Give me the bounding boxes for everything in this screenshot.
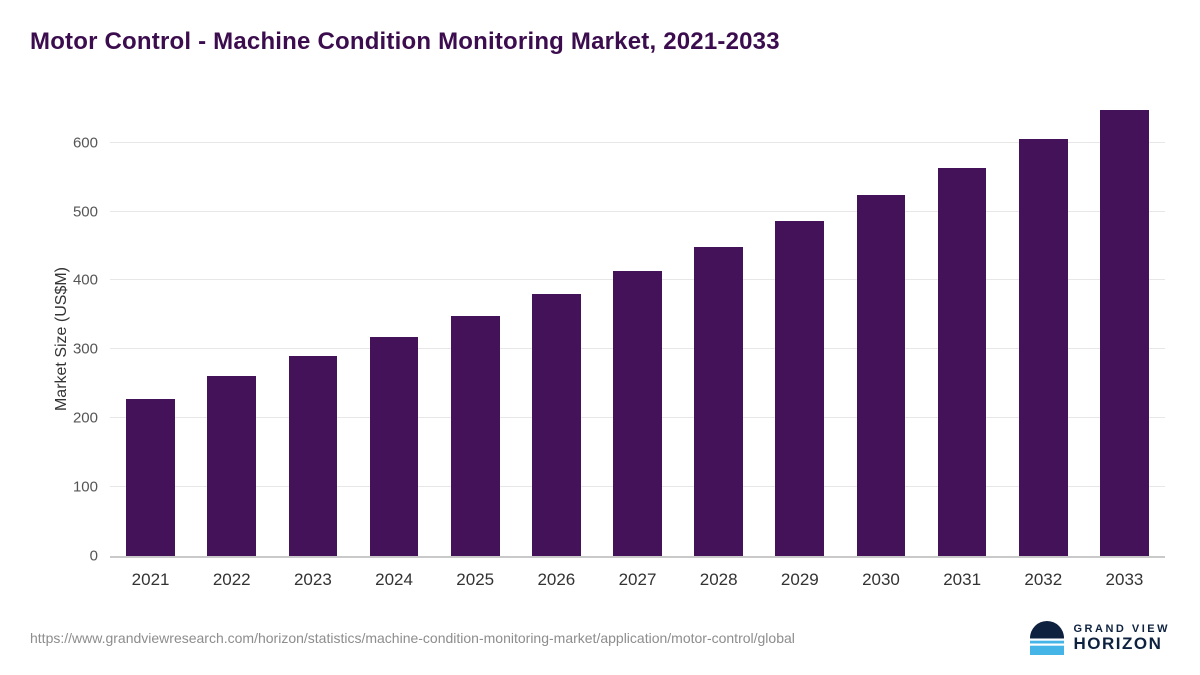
bar-2027 xyxy=(613,270,662,556)
x-tick-label: 2023 xyxy=(293,570,332,589)
plot-area: 0 100 200 300 400 500 600 xyxy=(73,100,1165,565)
horizon-logo-icon xyxy=(1029,621,1064,655)
y-tick-label: 300 xyxy=(72,340,98,358)
bar-slot xyxy=(353,100,434,556)
bar-2032 xyxy=(1018,139,1068,556)
bar-slot xyxy=(1084,100,1165,556)
bar-slot xyxy=(435,100,516,556)
y-tick-label: 0 xyxy=(89,547,98,565)
bar-2033 xyxy=(1100,109,1149,556)
y-tick-label: 600 xyxy=(72,134,98,152)
brand-logo: GRAND VIEW HORIZON xyxy=(1029,621,1171,655)
x-tick-label: 2030 xyxy=(862,570,900,589)
bar-2024 xyxy=(369,336,419,556)
bar-2028 xyxy=(694,246,744,556)
x-tick-label: 2032 xyxy=(1024,570,1063,589)
gridline xyxy=(110,210,1165,212)
brand-name-top: GRAND VIEW xyxy=(1073,622,1170,635)
bar-slot xyxy=(922,100,1003,556)
bar-slot xyxy=(272,100,353,556)
x-tick-label: 2026 xyxy=(537,570,576,589)
bar-2030 xyxy=(856,195,906,556)
x-tick-label: 2027 xyxy=(618,570,657,589)
y-tick-label: 200 xyxy=(72,409,98,427)
bar-2026 xyxy=(532,294,581,556)
chart: Market Size (US$M) 0 100 200 300 400 500 600 2… xyxy=(30,100,1170,595)
bar-slot xyxy=(110,100,191,556)
x-tick-label: 2021 xyxy=(131,570,170,589)
gridline xyxy=(110,141,1165,143)
x-tick-label: 2033 xyxy=(1105,570,1144,589)
footer: https://www.grandviewresearch.com/horizo… xyxy=(0,613,1200,675)
x-tick-label: 2024 xyxy=(375,570,413,589)
bar-2031 xyxy=(937,167,987,556)
source-url: https://www.grandviewresearch.com/horizo… xyxy=(30,630,795,646)
bar-2025 xyxy=(450,315,500,556)
bar-2023 xyxy=(288,355,338,556)
y-axis-title: Market Size (US$M) xyxy=(53,266,70,412)
bar-2029 xyxy=(775,220,825,556)
bar-2022 xyxy=(207,376,257,556)
x-tick-label: 2029 xyxy=(780,570,819,589)
bar-slot xyxy=(759,100,840,556)
bars-row xyxy=(110,100,1165,556)
bar-slot xyxy=(597,100,678,556)
x-tick-label: 2025 xyxy=(456,570,495,589)
y-tick-label: 100 xyxy=(72,478,98,496)
x-axis-labels: 2021 2022 2023 2024 2025 2026 2027 2028 2029 2030… xyxy=(110,570,1165,590)
bar-slot xyxy=(840,100,921,556)
y-tick-label: 500 xyxy=(72,203,98,221)
x-tick-label: 2031 xyxy=(943,570,982,589)
x-tick-label: 2028 xyxy=(699,570,738,589)
bar-2021 xyxy=(126,398,175,556)
brand-name-bottom: HORIZON xyxy=(1073,633,1163,653)
bar-slot xyxy=(191,100,272,556)
chart-title: Motor Control - Machine Condition Monito… xyxy=(30,28,780,55)
bar-slot xyxy=(516,100,597,556)
y-tick-label: 400 xyxy=(72,271,98,289)
x-tick-label: 2022 xyxy=(212,570,251,589)
bar-slot xyxy=(1003,100,1084,556)
bar-slot xyxy=(678,100,759,556)
